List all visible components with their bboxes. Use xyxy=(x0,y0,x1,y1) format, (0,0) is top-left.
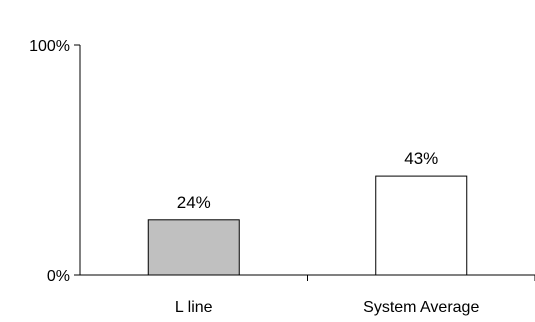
data-label: 24% xyxy=(177,193,211,212)
x-category-label: L line xyxy=(175,299,213,316)
y-tick-label: 100% xyxy=(29,38,70,55)
x-category-label: System Average xyxy=(363,299,479,316)
bar-1 xyxy=(147,219,240,276)
data-label: 43% xyxy=(404,149,438,168)
bar-2 xyxy=(375,175,468,276)
y-axis: 0% 100% xyxy=(29,38,81,285)
data-labels: 24% 43% xyxy=(177,149,439,212)
y-tick-label: 0% xyxy=(47,268,70,285)
x-axis: L line System Average xyxy=(74,274,535,316)
bars xyxy=(147,175,468,276)
